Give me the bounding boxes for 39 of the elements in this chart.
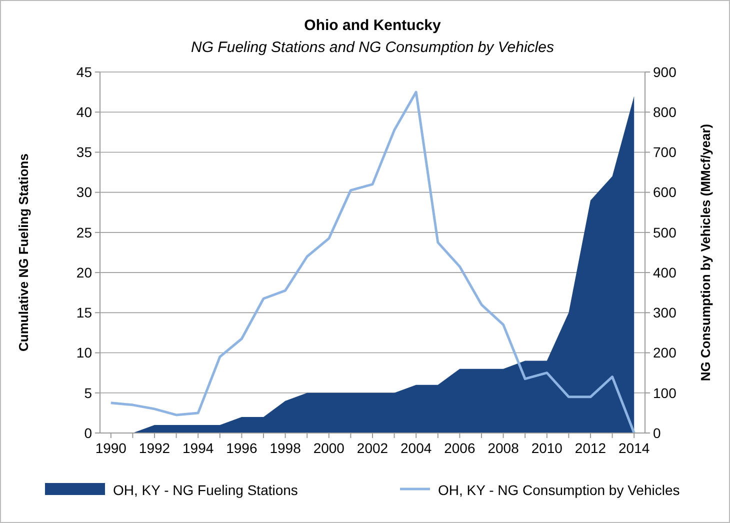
- y-tick-label: 35: [76, 144, 92, 160]
- y-tick-label: 25: [76, 224, 92, 240]
- x-tick-label: 2000: [313, 440, 345, 456]
- y-tick-label: 40: [76, 104, 92, 120]
- x-tick-label: 2008: [488, 440, 520, 456]
- y-tick-label: 5: [84, 384, 92, 401]
- chart-subtitle: NG Fueling Stations and NG Consumption by Vehicles: [191, 39, 554, 56]
- y2-tick-label: 900: [653, 64, 677, 80]
- y-axis-title: Cumulative NG Fueling Stations: [16, 154, 31, 352]
- y-tick-label: 45: [76, 64, 92, 80]
- y2-tick-label: 700: [653, 144, 677, 160]
- y-tick-label: 15: [76, 304, 92, 321]
- y2-tick-label: 0: [653, 424, 661, 441]
- legend-label: OH, KY - NG Consumption by Vehicles: [438, 482, 680, 498]
- y2-tick-label: 200: [653, 344, 677, 361]
- y-tick-label: 0: [84, 424, 92, 441]
- x-tick-label: 2014: [618, 440, 650, 456]
- legend-label: OH, KY - NG Fueling Stations: [113, 482, 298, 498]
- y-tick-label: 10: [76, 344, 92, 361]
- chart-title: Ohio and Kentucky: [304, 17, 442, 34]
- y2-tick-label: 500: [653, 224, 677, 240]
- x-tick-label: 2004: [400, 440, 432, 456]
- x-tick-label: 1996: [226, 440, 258, 456]
- y2-axis-title: NG Consumption by Vehicles (MMcf/year): [698, 124, 713, 382]
- y-tick-label: 20: [76, 264, 92, 280]
- y2-tick-label: 100: [653, 384, 677, 401]
- x-tick-label: 2002: [356, 440, 388, 456]
- x-tick-label: 1992: [138, 440, 170, 456]
- x-tick-label: 1998: [270, 440, 302, 456]
- x-tick-label: 2006: [444, 440, 476, 456]
- x-tick-label: 2012: [574, 440, 606, 456]
- y2-tick-label: 600: [653, 184, 677, 200]
- y2-tick-label: 400: [653, 264, 677, 280]
- y-tick-label: 30: [76, 184, 92, 200]
- x-tick-label: 1990: [95, 440, 127, 456]
- y2-tick-label: 300: [653, 304, 677, 321]
- y2-tick-label: 800: [653, 104, 677, 120]
- x-tick-label: 2010: [531, 440, 563, 456]
- x-tick-label: 1994: [182, 440, 214, 456]
